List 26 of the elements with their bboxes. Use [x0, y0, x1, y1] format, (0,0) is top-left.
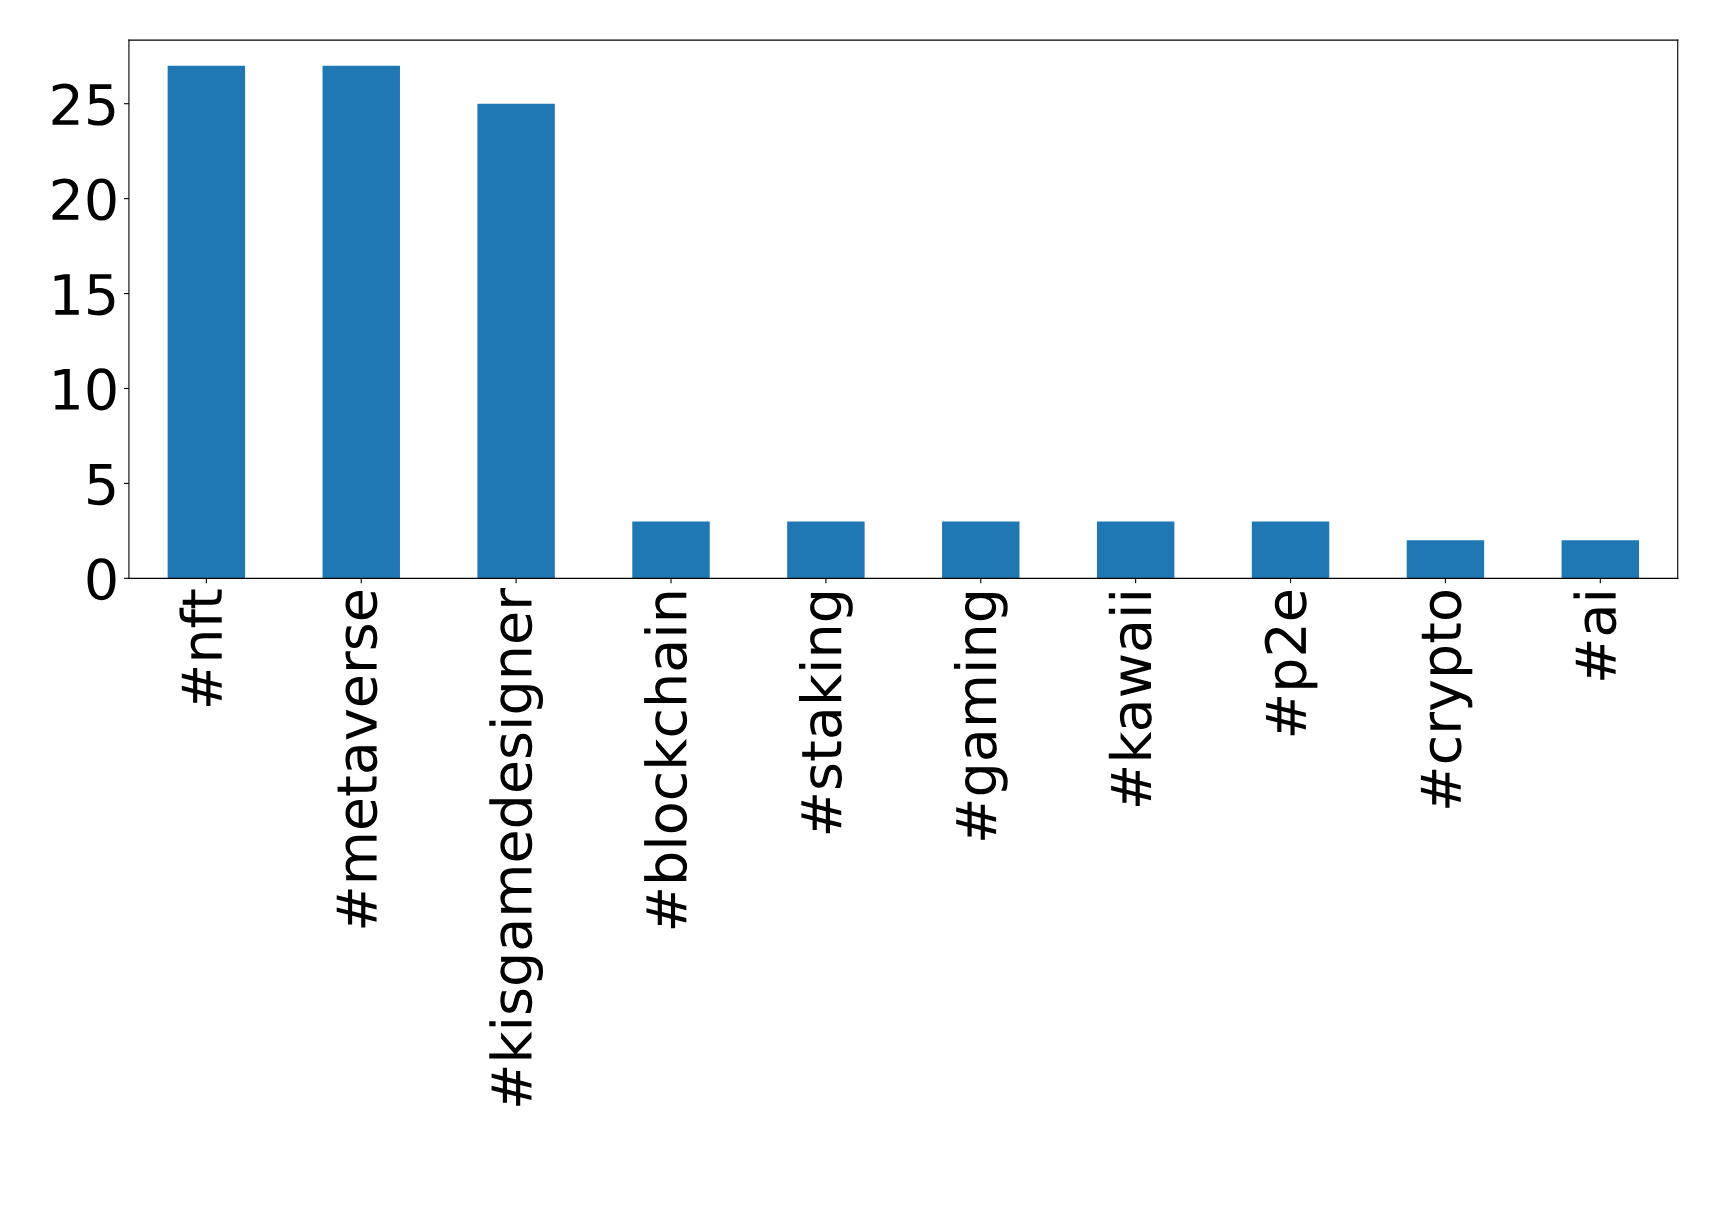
x-tick-label: #crypto — [1420, 591, 1473, 808]
x-tick-label: #blockchain — [644, 592, 688, 929]
bar — [322, 65, 400, 579]
bar — [1096, 521, 1175, 579]
bar — [942, 521, 1020, 579]
y-tick-label: 15 — [54, 274, 115, 316]
x-tick-label: #ai — [1573, 593, 1617, 680]
bar — [1406, 540, 1485, 579]
x-tick-label: #staking — [799, 593, 853, 834]
bar — [632, 521, 710, 579]
bar — [477, 103, 555, 579]
x-tick-label: #metaverse — [336, 591, 378, 928]
bar — [1251, 521, 1330, 579]
y-tick-label: 10 — [54, 368, 116, 411]
x-tick-label: #kisgamedesigner — [489, 588, 544, 1106]
y-tick-label: 20 — [52, 178, 116, 221]
y-tick-label: 0 — [87, 558, 116, 601]
x-tick-label: #kawaii — [1108, 593, 1152, 806]
x-tick-label: #nft — [179, 589, 222, 706]
bar — [787, 521, 865, 579]
x-tick-label: #p2e — [1264, 591, 1318, 736]
y-tick-label: 25 — [52, 83, 115, 126]
x-tick-label: #gaming — [953, 593, 1008, 840]
bar — [1561, 540, 1640, 579]
y-tick-label: 5 — [88, 464, 115, 506]
bar — [167, 65, 246, 579]
